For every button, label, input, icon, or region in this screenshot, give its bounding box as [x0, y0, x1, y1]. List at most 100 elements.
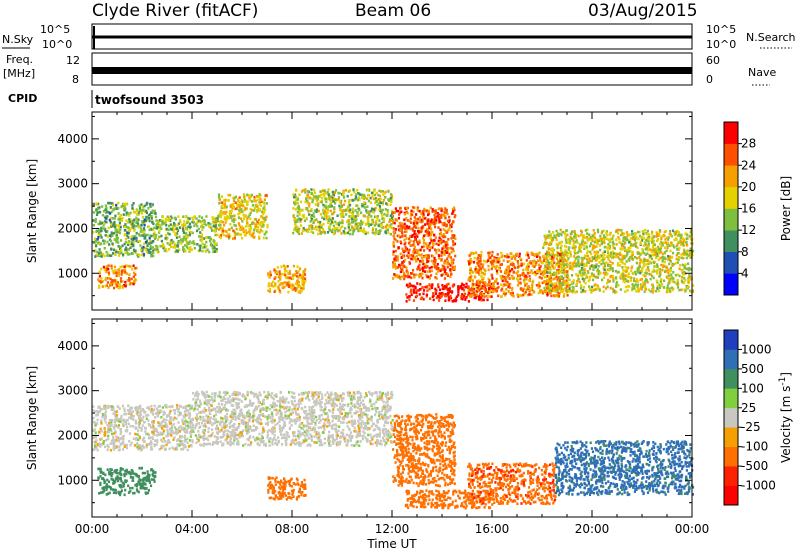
scatter-cell [426, 275, 429, 279]
scatter-cell [553, 234, 556, 237]
scatter-cell [574, 257, 577, 260]
scatter-cell [222, 206, 225, 210]
scatter-cell [442, 223, 445, 227]
scatter-cell [565, 241, 568, 244]
scatter-cell [344, 199, 347, 203]
scatter-cell [403, 212, 406, 216]
scatter-cell [676, 279, 679, 282]
scatter-cell [313, 191, 316, 195]
scatter-cell [202, 226, 205, 229]
scatter-cell [508, 266, 511, 270]
scatter-cell [193, 242, 196, 246]
scatter-cell [393, 257, 396, 261]
scatter-cell [427, 213, 430, 217]
scatter-cell [214, 230, 217, 233]
scatter-cell [104, 234, 107, 237]
scatter-cell [221, 231, 224, 234]
scatter-cell [94, 240, 97, 243]
scatter-cell [448, 262, 451, 266]
scatter-cell [220, 195, 224, 198]
scatter-cell [135, 266, 138, 270]
scatter-cell [612, 280, 615, 283]
scatter-cell [357, 192, 360, 195]
scatter-cell [540, 277, 543, 280]
scatter-cell [123, 233, 126, 237]
scatter-cell [487, 264, 490, 268]
scatter-cell [384, 190, 387, 194]
scatter-cell [299, 218, 302, 221]
scatter-cell [512, 255, 515, 258]
scatter-cell [263, 220, 266, 223]
scatter-cell [672, 263, 675, 266]
scatter-cell [169, 215, 173, 219]
scatter-cell [122, 204, 125, 207]
scatter-cell [188, 233, 191, 237]
scatter-cell [565, 263, 568, 267]
scatter-cell [300, 290, 303, 293]
scatter-cell [620, 243, 623, 246]
scatter-cell [660, 278, 663, 281]
scatter-cell [651, 241, 654, 244]
scatter-cell [437, 243, 440, 247]
scatter-cell [213, 228, 217, 232]
scatter-cell [586, 232, 589, 235]
scatter-cell [432, 292, 435, 295]
scatter-cell [154, 215, 158, 219]
scatter-cell [625, 279, 629, 282]
scatter-cell [388, 220, 391, 224]
scatter-cell [476, 288, 479, 292]
scatter-cell [564, 271, 567, 274]
scatter-cell [142, 248, 145, 251]
scatter-cell [664, 241, 668, 244]
scatter-cell [562, 295, 565, 298]
scatter-cell [496, 265, 499, 269]
scatter-cell [137, 218, 140, 221]
scatter-cell [421, 272, 424, 275]
scatter-cell [469, 252, 473, 255]
scatter-cell [552, 267, 555, 270]
scatter-cell [136, 240, 140, 244]
scatter-cell [246, 217, 249, 220]
scatter-cell [581, 234, 584, 237]
scatter-cell [442, 235, 445, 239]
scatter-cell [433, 261, 436, 265]
scatter-cell [401, 268, 404, 271]
scatter-cell [135, 239, 138, 243]
scatter-cell [205, 249, 208, 253]
scatter-cell [502, 284, 505, 287]
scatter-cell [208, 225, 211, 228]
scatter-cell [111, 279, 114, 282]
scatter-cell [482, 259, 486, 263]
scatter-cell [663, 279, 666, 283]
scatter-cell [115, 203, 118, 207]
scatter-cell [629, 236, 632, 240]
scatter-cell [575, 251, 578, 255]
scatter-cell [592, 244, 595, 247]
scatter-cell [523, 281, 526, 285]
scatter-cell [408, 298, 411, 301]
scatter-cell [294, 282, 298, 285]
scatter-cell [218, 196, 221, 199]
scatter-cell [599, 271, 602, 275]
scatter-cell [445, 208, 448, 212]
scatter-cell [526, 251, 529, 255]
scatter-cell [248, 232, 251, 236]
scatter-cell [98, 284, 101, 288]
scatter-cell [321, 216, 324, 219]
scatter-cell [418, 293, 421, 296]
scatter-cell [332, 212, 335, 215]
scatter-cell [299, 285, 302, 288]
scatter-cell [683, 266, 686, 270]
scatter-cell [163, 221, 166, 225]
freq-label-top: Freq. [6, 53, 33, 66]
scatter-cell [583, 257, 586, 260]
scatter-cell [582, 262, 585, 266]
scatter-cell [663, 246, 667, 249]
scatter-cell [522, 272, 525, 275]
scatter-cell [114, 269, 117, 273]
scatter-cell [284, 273, 287, 277]
scatter-cell [645, 279, 648, 282]
scatter-cell [117, 207, 120, 210]
scatter-cell [560, 281, 564, 285]
scatter-cell [184, 237, 187, 241]
